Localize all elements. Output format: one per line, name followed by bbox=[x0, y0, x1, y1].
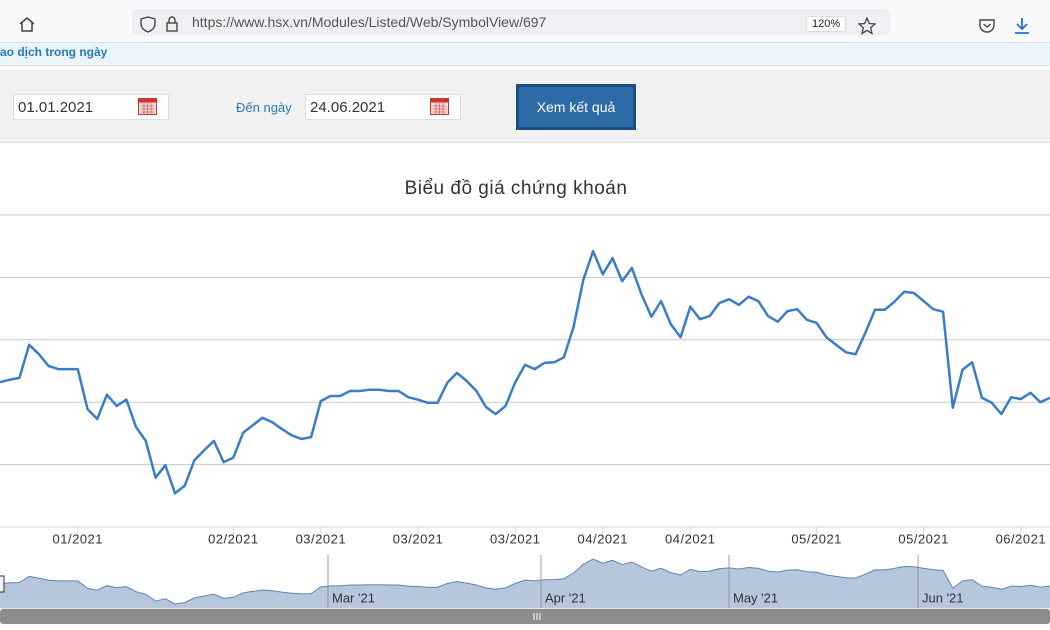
price-line bbox=[0, 249, 1050, 495]
x-tick-label: 04/2021 bbox=[665, 531, 716, 546]
tab-label[interactable]: ao dịch trong ngày bbox=[0, 45, 108, 59]
url-text: https://www.hsx.vn/Modules/Listed/Web/Sy… bbox=[192, 14, 547, 30]
x-tick-label: 03/2021 bbox=[393, 531, 444, 546]
chart: Biểu đồ giá chứng khoán 01/2021 02/2021 03… bbox=[0, 178, 1050, 624]
tab-strip bbox=[0, 43, 1050, 66]
navigator-label: May '21 bbox=[733, 590, 778, 605]
url-bar[interactable] bbox=[132, 9, 890, 35]
home-icon[interactable] bbox=[18, 16, 36, 32]
calendar-icon[interactable] bbox=[430, 98, 449, 115]
navigator-label: Jun '21 bbox=[922, 590, 964, 605]
to-date-label: Đến ngày bbox=[236, 100, 292, 115]
x-tick-label: 02/2021 bbox=[208, 531, 259, 546]
chart-title: Biểu đồ giá chứng khoán bbox=[405, 178, 628, 199]
x-tick-label: 05/2021 bbox=[898, 531, 949, 546]
calendar-icon[interactable] bbox=[138, 98, 157, 115]
bookmark-star[interactable] bbox=[858, 17, 876, 35]
scrollbar-grip bbox=[533, 613, 541, 620]
download-icon[interactable] bbox=[1012, 16, 1032, 36]
x-tick-label: 03/2021 bbox=[296, 531, 347, 546]
navigator-label: Apr '21 bbox=[545, 590, 586, 605]
pocket-icon[interactable] bbox=[978, 17, 996, 35]
x-tick-label: 03/2021 bbox=[490, 531, 541, 546]
x-tick-label: 04/2021 bbox=[578, 531, 629, 546]
x-tick-label: 05/2021 bbox=[791, 531, 842, 546]
submit-button[interactable]: Xem kết quả bbox=[516, 84, 636, 130]
navigator-handle bbox=[0, 575, 5, 593]
security-icons bbox=[140, 16, 178, 33]
navigator-label: Mar '21 bbox=[332, 590, 375, 605]
x-tick-label: 01/2021 bbox=[53, 531, 104, 546]
scrollbar[interactable] bbox=[0, 609, 1050, 624]
navigator-line bbox=[0, 558, 1050, 605]
navigator-area bbox=[0, 559, 1050, 608]
x-tick-label: 06/2021 bbox=[996, 531, 1047, 546]
browser-toolbar: https://www.hsx.vn/Modules/Listed/Web/Sy… bbox=[0, 0, 1050, 43]
zoom-level[interactable]: 120% bbox=[806, 16, 847, 32]
